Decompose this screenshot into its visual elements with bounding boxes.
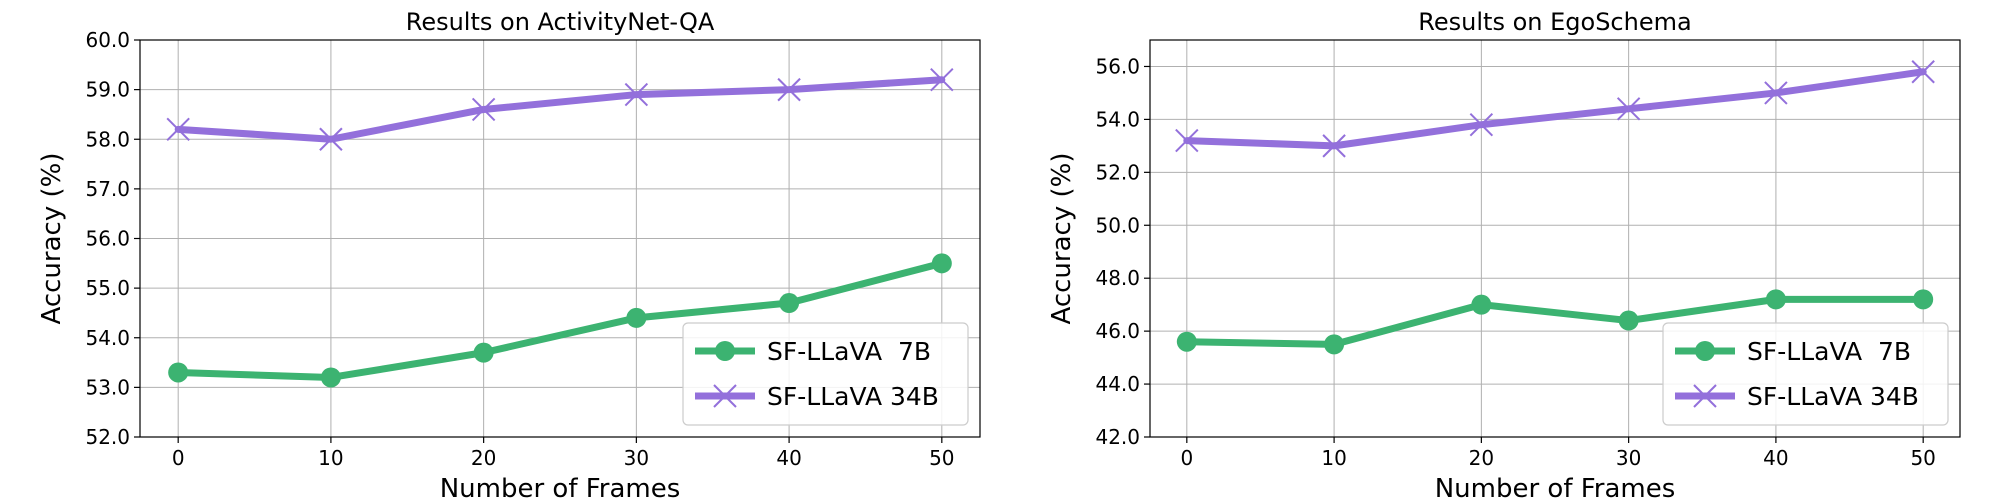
- y-tick-label: 52.0: [1095, 160, 1140, 184]
- x-tick-label: 10: [1321, 446, 1346, 470]
- y-tick-label: 48.0: [1095, 266, 1140, 290]
- y-tick-label: 44.0: [1095, 372, 1140, 396]
- data-point-stroke: [1616, 97, 1641, 121]
- data-point: [931, 253, 952, 274]
- series-sf-llava-34b: [166, 67, 954, 151]
- y-tick-label: 55.0: [85, 276, 130, 300]
- series-sf-llava-7b: [1176, 289, 1934, 355]
- y-axis-label: Accuracy (%): [37, 153, 67, 325]
- x-tick-label: 50: [929, 446, 954, 470]
- data-point: [1471, 294, 1492, 315]
- series-line: [174, 259, 946, 381]
- data-point: [166, 117, 190, 142]
- data-point-stroke: [624, 82, 649, 107]
- y-tick-label: 59.0: [85, 78, 130, 102]
- data-point: [1616, 97, 1641, 121]
- y-tick-label: 46.0: [1095, 319, 1140, 343]
- legend-item-sf-llava-7b: SF-LLaVA 7B: [1675, 337, 1911, 366]
- data-point-stroke: [166, 117, 190, 142]
- x-tick-label: 10: [318, 446, 343, 470]
- data-point: [1765, 289, 1786, 310]
- series-line: [1183, 295, 1927, 348]
- legend-item-sf-llava-7b: SF-LLaVA 7B: [695, 337, 931, 366]
- y-tick-label: 58.0: [85, 127, 130, 151]
- data-point: [930, 67, 954, 92]
- y-tick-label: 56.0: [85, 227, 130, 251]
- data-point-stroke: [1911, 60, 1935, 84]
- y-tick-label: 56.0: [1095, 54, 1140, 78]
- data-point-stroke: [1175, 128, 1199, 153]
- series-line: [174, 76, 946, 143]
- data-point: [1176, 331, 1197, 352]
- y-tick-label: 57.0: [85, 177, 130, 201]
- legend-marker: [715, 341, 735, 361]
- data-point: [626, 307, 647, 328]
- y-tick-label: 54.0: [1095, 107, 1140, 131]
- legend-marker: [1693, 384, 1717, 408]
- legend-label: SF-LLaVA 34B: [767, 382, 939, 411]
- legend-marker: [1695, 341, 1715, 361]
- y-tick-label: 50.0: [1095, 213, 1140, 237]
- data-point: [1469, 112, 1494, 137]
- y-tick-label: 42.0: [1095, 425, 1140, 449]
- x-axis-label: Number of Frames: [440, 474, 681, 500]
- x-axis-label: Number of Frames: [1435, 474, 1676, 500]
- x-tick-label: 30: [1616, 446, 1641, 470]
- legend-label: SF-LLaVA 7B: [1747, 337, 1911, 366]
- legend-item-sf-llava-34b: SF-LLaVA 34B: [1675, 382, 1919, 411]
- data-point: [473, 342, 494, 363]
- x-tick-label: 40: [1763, 446, 1788, 470]
- data-point: [1175, 128, 1199, 153]
- data-point: [1324, 334, 1345, 355]
- data-point: [1618, 310, 1639, 331]
- y-axis-label: Accuracy (%): [1047, 153, 1077, 325]
- data-point-stroke: [1469, 112, 1494, 137]
- data-point-stroke: [471, 97, 496, 122]
- x-tick-label: 0: [1180, 446, 1193, 470]
- legend: SF-LLaVA 7B SF-LLaVA 34B: [1662, 322, 1949, 426]
- y-tick-label: 60.0: [85, 28, 130, 52]
- data-point: [777, 77, 801, 102]
- legend-marker: [713, 384, 737, 408]
- chart-title: Results on EgoSchema: [1418, 8, 1691, 36]
- data-point: [1913, 289, 1934, 310]
- data-point: [779, 293, 800, 314]
- x-tick-label: 0: [172, 446, 185, 470]
- legend: SF-LLaVA 7B SF-LLaVA 34B: [682, 322, 969, 426]
- x-tick-label: 40: [776, 446, 801, 470]
- data-point: [471, 97, 496, 122]
- data-point: [319, 127, 343, 151]
- y-tick-label: 53.0: [85, 375, 130, 399]
- x-tick-label: 30: [624, 446, 649, 470]
- chart-title: Results on ActivityNet-QA: [406, 8, 715, 36]
- data-point: [624, 82, 649, 107]
- series-sf-llava-34b: [1175, 60, 1935, 158]
- series-line: [1183, 68, 1927, 150]
- legend-item-sf-llava-34b: SF-LLaVA 34B: [695, 382, 939, 411]
- data-point-stroke: [1764, 81, 1788, 105]
- legend-label: SF-LLaVA 34B: [1747, 382, 1919, 411]
- data-point-stroke: [319, 127, 343, 151]
- chart-activitynet-qa: 0 10 20 30 40 50 52.0 53.0 54.0 55.0 56.0 57.0 58.0 5…: [37, 8, 981, 500]
- y-tick-label: 54.0: [85, 326, 130, 350]
- data-point-stroke: [1322, 134, 1346, 158]
- data-point: [1764, 81, 1788, 105]
- data-point: [1322, 134, 1346, 158]
- data-point: [320, 367, 341, 388]
- x-tick-label: 20: [471, 446, 496, 470]
- legend-label: SF-LLaVA 7B: [767, 337, 931, 366]
- plot-frame: [1149, 39, 1961, 438]
- series-sf-llava-7b: [168, 253, 952, 388]
- data-point: [168, 362, 189, 383]
- x-tick-label: 20: [1469, 446, 1494, 470]
- data-point-stroke: [777, 77, 801, 102]
- chart-egoschema: 0 10 20 30 40 50 42.0 44.0 46.0 48.0 50.0 52.0 54.0 5…: [1047, 8, 1961, 500]
- x-tick-label: 50: [1910, 446, 1935, 470]
- data-point-stroke: [930, 67, 954, 92]
- y-tick-label: 52.0: [85, 425, 130, 449]
- data-point: [1911, 60, 1935, 84]
